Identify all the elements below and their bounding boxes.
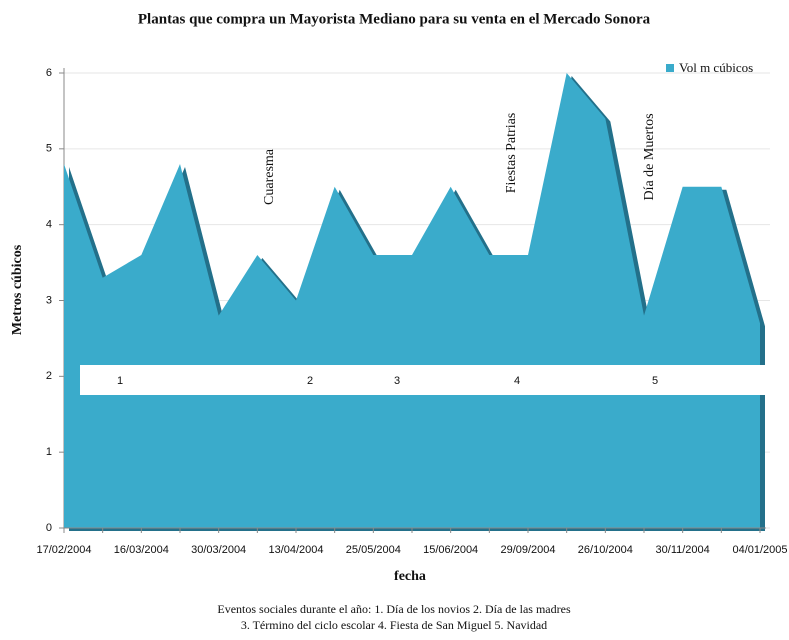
event-marker: 3 bbox=[394, 375, 400, 387]
x-tick-label: 29/09/2004 bbox=[500, 544, 555, 556]
x-axis-title: fecha bbox=[394, 569, 426, 584]
y-tick-label: 0 bbox=[46, 522, 52, 534]
chart-title: Plantas que compra un Mayorista Mediano … bbox=[138, 11, 651, 27]
note: Eventos sociales durante el año: 1. Día … bbox=[217, 602, 571, 616]
y-tick-label: 2 bbox=[46, 370, 52, 382]
x-tick-label: 17/02/2004 bbox=[36, 544, 91, 556]
event-marker: 2 bbox=[307, 375, 313, 387]
annotation: Fiestas Patrias bbox=[504, 113, 519, 194]
x-tick-label: 04/01/2005 bbox=[732, 544, 787, 556]
legend-swatch bbox=[666, 64, 674, 72]
x-tick-label: 26/10/2004 bbox=[578, 544, 633, 556]
y-tick-label: 3 bbox=[46, 294, 52, 306]
area bbox=[64, 73, 760, 528]
y-axis-title: Metros cúbicos bbox=[10, 244, 25, 335]
x-tick-label: 25/05/2004 bbox=[346, 544, 401, 556]
y-tick-label: 1 bbox=[46, 446, 52, 458]
annotation: Día de Muertos bbox=[642, 113, 657, 200]
note: 3. Término del ciclo escolar 4. Fiesta d… bbox=[241, 618, 547, 632]
x-tick-label: 13/04/2004 bbox=[268, 544, 323, 556]
legend-label: Vol m cúbicos bbox=[679, 60, 753, 75]
event-marker: 1 bbox=[117, 375, 123, 387]
y-tick-label: 5 bbox=[46, 143, 52, 155]
x-tick-label: 15/06/2004 bbox=[423, 544, 478, 556]
x-tick-label: 16/03/2004 bbox=[114, 544, 169, 556]
y-tick-label: 6 bbox=[46, 67, 52, 79]
annotation: Cuaresma bbox=[262, 148, 277, 205]
event-band bbox=[80, 365, 780, 395]
y-tick-label: 4 bbox=[46, 219, 52, 231]
event-marker: 4 bbox=[514, 375, 520, 387]
event-marker: 5 bbox=[652, 375, 658, 387]
x-tick-label: 30/11/2004 bbox=[656, 544, 710, 556]
x-tick-label: 30/03/2004 bbox=[191, 544, 246, 556]
